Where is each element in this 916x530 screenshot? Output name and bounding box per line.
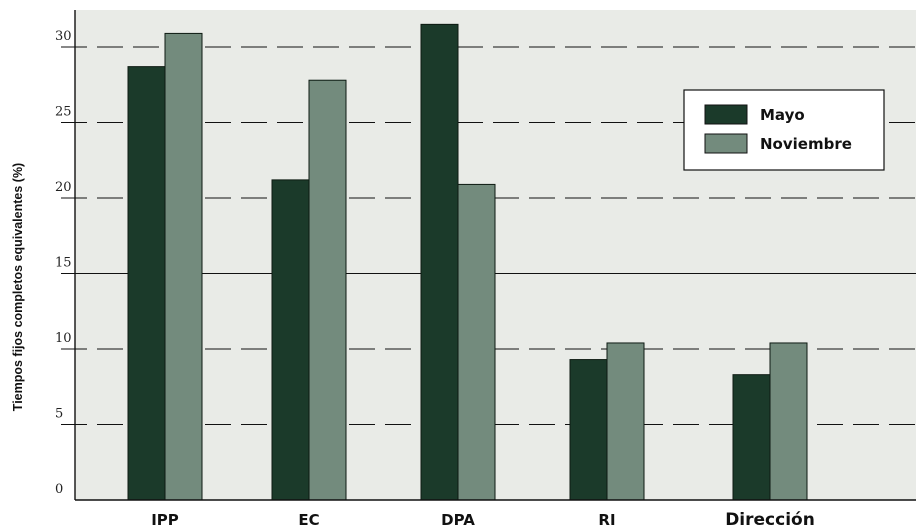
bar-mayo (420, 23, 459, 501)
y-tick-label: 5 (55, 407, 63, 422)
y-axis-label: Tiempos fijos completos equivalentes (%) (11, 163, 25, 411)
x-tick-label: DPA (441, 511, 475, 529)
bar-mayo (271, 179, 310, 501)
y-tick-label: 25 (55, 105, 72, 120)
x-tick-label: EC (298, 511, 319, 529)
y-tick-labels: 0 5 10 15 20 25 30 (55, 29, 72, 497)
legend-label-noviembre: Noviembre (760, 135, 852, 153)
y-tick-label: 15 (55, 256, 72, 271)
bars (127, 23, 808, 501)
x-tick-label: IPP (151, 511, 179, 529)
bar-mayo (732, 374, 771, 501)
bar-noviembre (769, 342, 808, 501)
bar-noviembre (164, 32, 203, 501)
legend-swatch-mayo (704, 104, 748, 125)
y-tick-label: 20 (55, 180, 72, 195)
bar-noviembre (606, 342, 645, 501)
bar-noviembre (457, 183, 496, 501)
x-tick-label: RI (598, 511, 615, 529)
y-tick-label: 0 (55, 482, 63, 497)
legend-label-mayo: Mayo (760, 106, 805, 124)
bar-mayo (127, 66, 166, 501)
x-tick-label: Dirección (725, 510, 815, 530)
legend-swatch-noviembre (704, 133, 748, 154)
y-tick-label: 30 (55, 29, 72, 44)
bar-noviembre (308, 79, 347, 501)
y-tick-label: 10 (55, 331, 72, 346)
legend-box (683, 89, 885, 171)
x-tick-labels: IPP EC DPA RI Dirección (151, 510, 815, 530)
legend: Mayo Noviembre (683, 89, 885, 171)
bar-mayo (569, 359, 608, 501)
